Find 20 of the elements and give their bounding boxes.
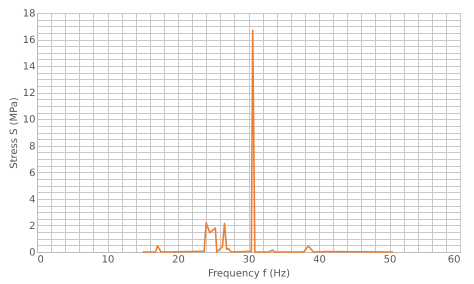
y-tick-label: 14 [22, 62, 36, 73]
y-tick-label: 6 [29, 168, 36, 179]
x-tick-label: 20 [172, 254, 185, 266]
x-tick-label: 60 [448, 254, 460, 266]
y-axis-title: Stress S (MPa) [8, 97, 20, 169]
y-tick-label: 0 [29, 248, 36, 258]
x-tick-label: 30 [242, 254, 256, 266]
x-tick-label: 0 [38, 254, 44, 266]
line-series [142, 29, 394, 253]
x-tick-label: 10 [102, 254, 114, 266]
x-tick-label: 50 [384, 254, 396, 266]
y-tick-label: 12 [22, 88, 36, 100]
y-tick-label: 18 [22, 8, 36, 20]
y-tick-label: 10 [22, 114, 36, 126]
y-tick-label: 8 [29, 141, 36, 152]
y-tick-label: 16 [22, 35, 36, 46]
x-tick-label: 40 [313, 254, 326, 266]
y-tick-label: 4 [29, 194, 36, 206]
y-tick-label: 2 [29, 220, 36, 232]
x-axis-title: Frequency f (Hz) [208, 268, 290, 280]
